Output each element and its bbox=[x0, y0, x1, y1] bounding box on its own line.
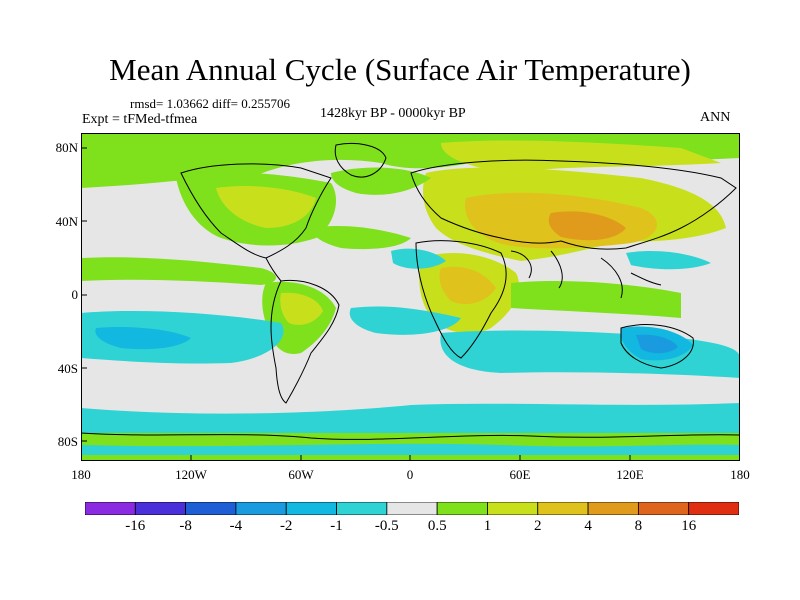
lon-tick-120e: 120E bbox=[616, 467, 644, 482]
colorbar-swatch bbox=[487, 502, 539, 515]
indian-ocean-warm bbox=[511, 281, 681, 318]
colorbar-swatch bbox=[637, 502, 690, 515]
north-pacific-cyan bbox=[626, 251, 711, 270]
season-label: ANN bbox=[700, 110, 731, 125]
colorbar-swatch bbox=[386, 502, 438, 515]
lat-tick-80s: 80S bbox=[57, 434, 78, 449]
colorbar-swatch bbox=[436, 502, 488, 515]
coast-south-america bbox=[270, 279, 340, 404]
colorbar-swatch bbox=[688, 502, 739, 515]
coast-se-asia bbox=[600, 257, 662, 299]
lat-tick-40s: 40S bbox=[57, 361, 78, 376]
colorbar-label: -8 bbox=[179, 518, 192, 534]
lon-tick-60e: 60E bbox=[509, 467, 531, 482]
colorbar-label: 2 bbox=[534, 518, 542, 534]
lon-tick-0: 0 bbox=[406, 467, 414, 482]
period-label: 1428kyr BP - 0000kyr BP bbox=[320, 106, 466, 121]
colorbar-label: 16 bbox=[681, 518, 697, 534]
lat-tick-40n: 40N bbox=[55, 214, 78, 229]
colorbar-label: 8 bbox=[634, 518, 643, 534]
south-atlantic-cool bbox=[349, 306, 461, 335]
colorbar-label: -4 bbox=[229, 518, 243, 534]
coast-arabia-india bbox=[510, 250, 563, 289]
coast-europe-asia bbox=[410, 159, 737, 250]
experiment-label: Expt = tFMed-tfmea bbox=[82, 112, 198, 127]
colorbar-swatch bbox=[85, 502, 136, 515]
coast-australia bbox=[620, 324, 694, 369]
colorbar-label: -0.5 bbox=[374, 518, 399, 534]
coast-greenland bbox=[334, 143, 387, 178]
lat-tick-80n: 80N bbox=[55, 140, 78, 155]
lon-tick-120w: 120W bbox=[175, 467, 207, 482]
colorbar-label: 4 bbox=[584, 518, 592, 534]
stats-label: rmsd= 1.03662 diff= 0.255706 bbox=[130, 96, 290, 111]
africa-core bbox=[439, 266, 496, 305]
north-america-core bbox=[216, 186, 316, 228]
coast-north-america bbox=[180, 163, 332, 259]
coast-central-america bbox=[265, 257, 282, 282]
tropical-atlantic-cyan bbox=[391, 248, 446, 269]
colorbar bbox=[85, 502, 739, 515]
figure-title: Mean Annual Cycle (Surface Air Temperatu… bbox=[109, 52, 691, 87]
lon-tick-180e: 180 bbox=[730, 467, 750, 482]
atlantic-north-green bbox=[311, 226, 411, 250]
atlantic-green-patch bbox=[331, 167, 431, 195]
arctic-lime-band bbox=[441, 140, 721, 173]
lon-tick-180w: 180 bbox=[71, 467, 91, 482]
coast-antarctica bbox=[81, 432, 740, 440]
antarctic-cool-strip bbox=[81, 443, 740, 455]
colorbar-swatch bbox=[185, 502, 237, 515]
colorbar-swatch bbox=[537, 502, 589, 515]
lon-tick-60w: 60W bbox=[288, 467, 314, 482]
pacific-green-band bbox=[81, 257, 276, 285]
colorbar-swatch bbox=[134, 502, 187, 515]
colorbar-swatch bbox=[336, 502, 388, 515]
colorbar-swatch bbox=[285, 502, 337, 515]
south-pacific-blue bbox=[95, 327, 191, 350]
temperature-map bbox=[81, 133, 740, 461]
colorbar-label: 0.5 bbox=[427, 518, 447, 534]
colorbar-label: -1 bbox=[330, 518, 343, 534]
lat-tick-0: 0 bbox=[71, 287, 79, 302]
colorbar-label: -2 bbox=[279, 518, 293, 534]
australia-deep bbox=[636, 334, 678, 354]
coast-africa bbox=[415, 240, 507, 359]
south-america-core bbox=[280, 292, 323, 325]
southern-ocean-band bbox=[81, 403, 740, 433]
colorbar-label: 1 bbox=[483, 518, 492, 534]
colorbar-label: -16 bbox=[125, 518, 146, 534]
tibet-orange bbox=[548, 211, 626, 241]
colorbar-swatch bbox=[587, 502, 639, 515]
colorbar-swatch bbox=[235, 502, 287, 515]
